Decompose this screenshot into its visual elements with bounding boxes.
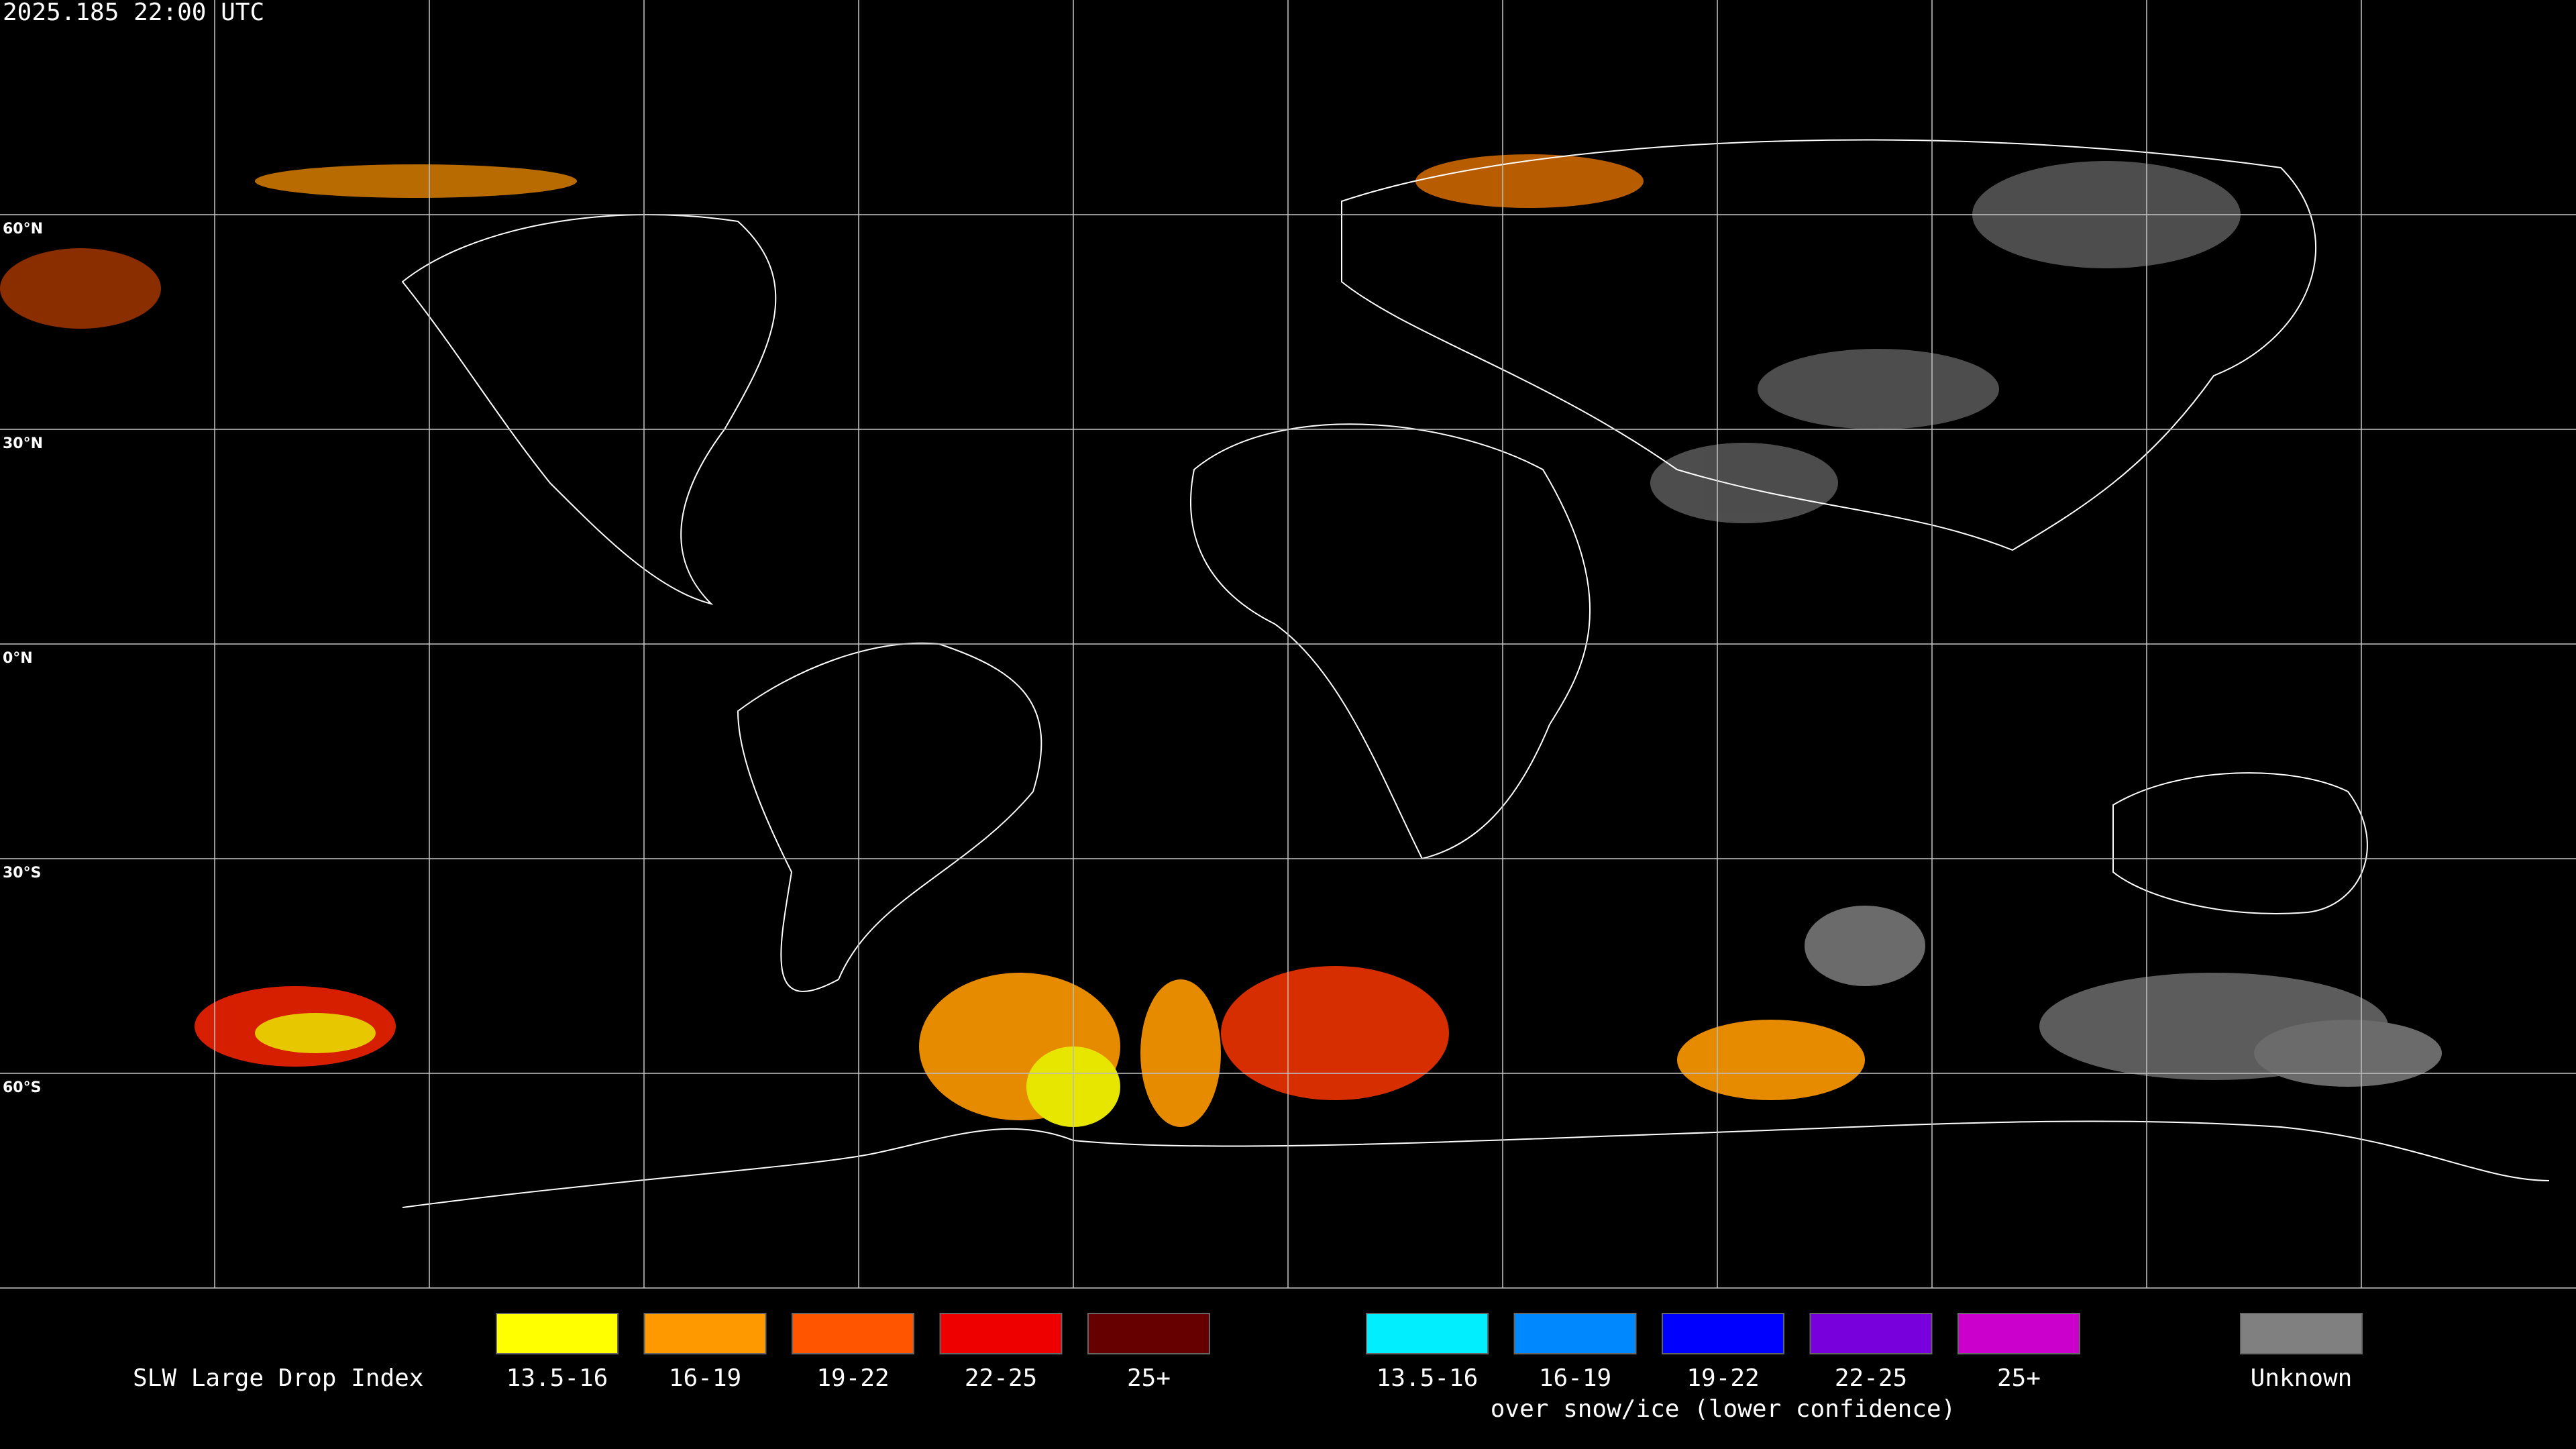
legend-label: Unknown [2251, 1364, 2353, 1392]
legend-swatch [1809, 1313, 1933, 1354]
legend-label: 13.5-16 [506, 1364, 608, 1392]
cloud [1650, 443, 1838, 523]
cloud [255, 164, 577, 198]
legend-swatch [1662, 1313, 1784, 1354]
legend-label: 25+ [1127, 1364, 1171, 1392]
cloud [2254, 1020, 2442, 1087]
cloud-field [0, 154, 2442, 1127]
legend-swatch [643, 1313, 767, 1354]
cloud [0, 248, 161, 329]
latitude-label: 60°S [3, 1079, 41, 1096]
legend-label: 19-22 [816, 1364, 889, 1392]
cloud [1758, 349, 1999, 429]
latitude-label: 30°N [3, 435, 43, 452]
legend-swatch [1513, 1313, 1637, 1354]
legend: SLW Large Drop Index 13.5-16 16-19 19-22 22… [133, 1313, 2363, 1423]
cloud [1677, 1020, 1865, 1100]
legend-label: 22-25 [1835, 1364, 1907, 1392]
legend-label: 16-19 [669, 1364, 741, 1392]
legend-swatch [496, 1313, 619, 1354]
latitude-label: 60°N [3, 221, 43, 237]
cloud [1415, 154, 1644, 208]
antarctica [402, 1120, 2550, 1208]
legend-label: 19-22 [1686, 1364, 1759, 1392]
legend-label: 25+ [1997, 1364, 2041, 1392]
eurasia [1341, 139, 2316, 551]
latitude-label: 0°N [3, 650, 33, 667]
legend-label: 22-25 [965, 1364, 1037, 1392]
legend-label: 13.5-16 [1377, 1364, 1479, 1392]
legend-title: SLW Large Drop Index [133, 1364, 423, 1392]
latitude-label: 30°S [3, 865, 41, 881]
timestamp: 2025.185 22:00 UTC [3, 0, 264, 26]
cloud [1805, 906, 1925, 986]
legend-caption: over snow/ice (lower confidence) [1491, 1395, 1956, 1423]
cloud [1221, 966, 1449, 1100]
legend-swatch [1957, 1313, 2080, 1354]
australia [2112, 772, 2368, 914]
cloud [1140, 979, 1221, 1127]
graticule [0, 0, 2576, 1289]
legend-swatch [939, 1313, 1063, 1354]
legend-label: 16-19 [1539, 1364, 1611, 1392]
legend-swatch [2240, 1313, 2363, 1354]
latitude-labels: 60°N 30°N 0°N 30°S 60°S [3, 221, 43, 1096]
africa [1190, 423, 1591, 860]
legend-swatch [1366, 1313, 1489, 1354]
legend-swatch [1087, 1313, 1210, 1354]
cloud [255, 1013, 376, 1053]
legend-swatch [792, 1313, 914, 1354]
